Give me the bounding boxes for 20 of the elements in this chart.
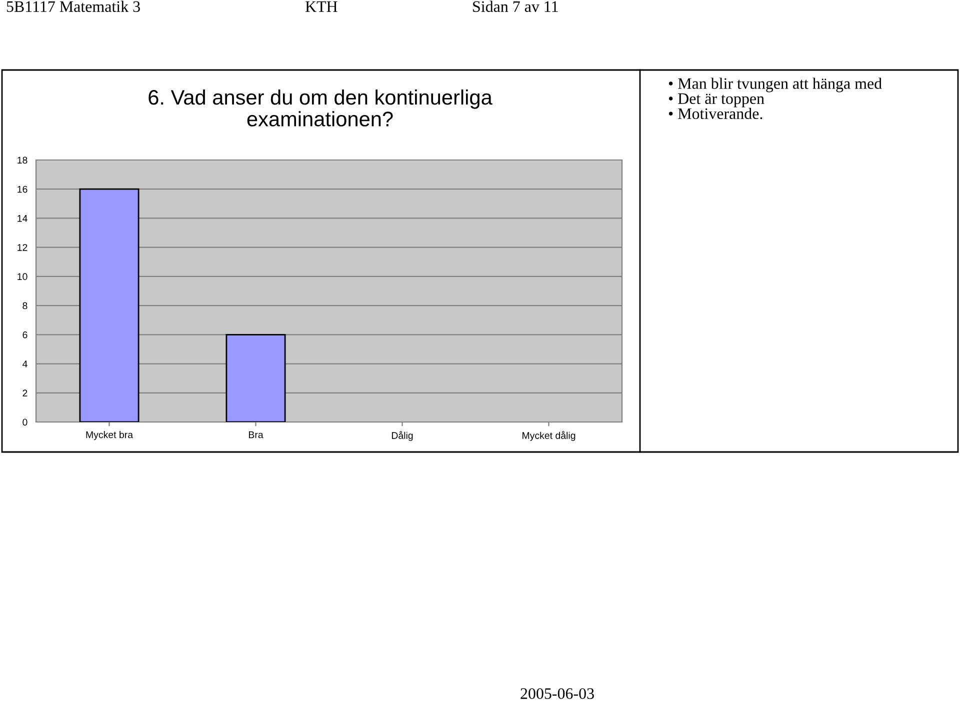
y-tick-label: 14 [18, 215, 28, 222]
text: • Man blir tvungen att hänga med • Det är toppen • Motiverande. [668, 78, 882, 120]
y-tick-label: 18 [18, 156, 28, 164]
y-tick-label: 8 [22, 302, 28, 310]
text: Sidan 7 av 11 [473, 0, 558, 12]
y-tick-label: 2 [22, 390, 28, 396]
y-tick-label: 4 [22, 360, 28, 368]
x-tick-label: Mycket bra [86, 431, 134, 440]
y-tick-label: 0 [22, 418, 28, 426]
text: 2005-06-03 [520, 688, 594, 699]
text: 5B1117 Matematik 3 [6, 0, 140, 12]
text: KTH [305, 1, 338, 12]
x-tick-label: Dålig [392, 431, 413, 441]
chart-title: 6. Vad anser du om den kontinuerliga examinationen? [148, 89, 492, 126]
y-tick-label: 10 [18, 273, 28, 280]
y-tick-label: 12 [18, 244, 28, 251]
x-tick-label: Mycket dålig [522, 431, 576, 441]
y-tick-label: 16 [18, 186, 28, 193]
x-tick-label: Bra [248, 431, 264, 438]
y-tick-label: 6 [22, 331, 28, 338]
